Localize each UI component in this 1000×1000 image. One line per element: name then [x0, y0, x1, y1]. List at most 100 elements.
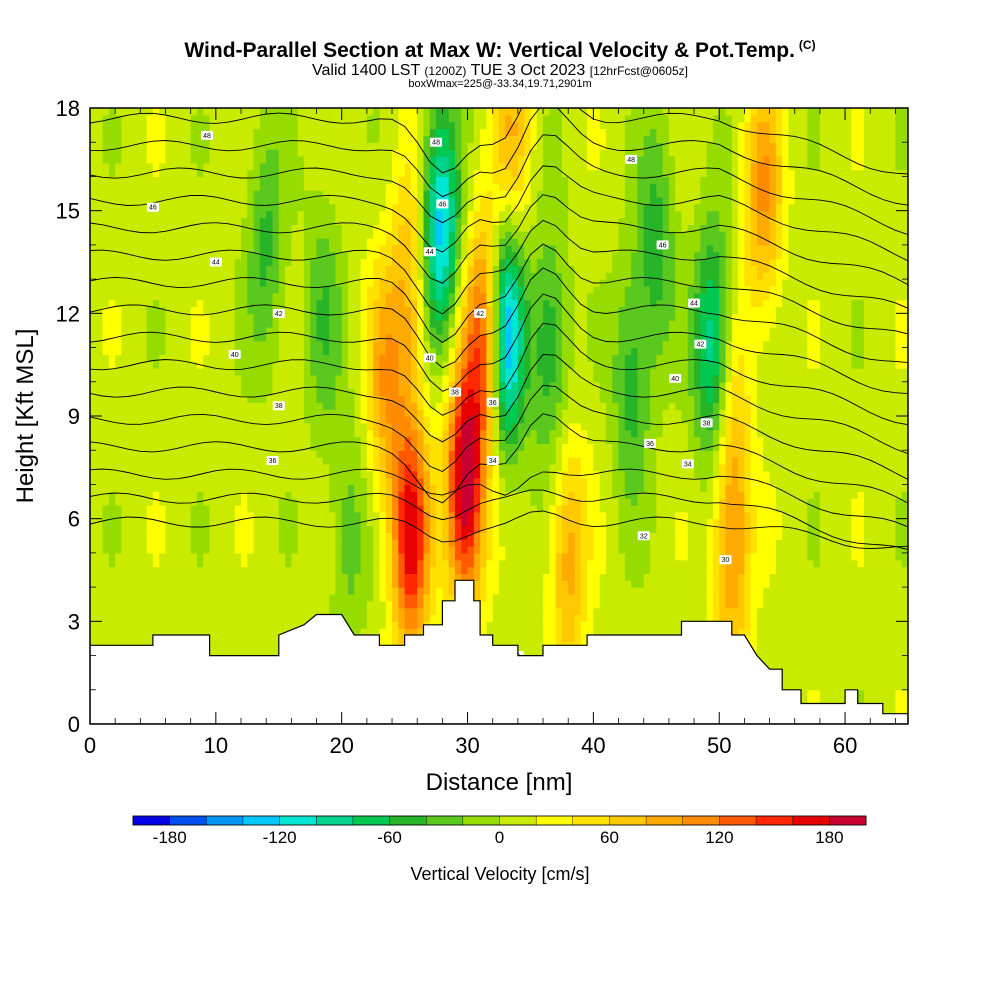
velocity-cell: [297, 484, 305, 492]
velocity-cell: [605, 552, 613, 561]
velocity-cell: [241, 600, 248, 609]
velocity-cell: [253, 600, 261, 609]
velocity-cell: [385, 504, 393, 513]
velocity-cell: [901, 607, 908, 616]
velocity-cell: [706, 573, 714, 581]
velocity-cell: [341, 614, 349, 622]
velocity-cell: [165, 621, 173, 629]
velocity-cell: [473, 580, 481, 588]
velocity-cell: [467, 539, 475, 547]
velocity-cell: [209, 498, 217, 506]
velocity-cell: [782, 491, 790, 499]
velocity-cell: [335, 463, 343, 472]
velocity-cell: [593, 587, 601, 595]
velocity-cell: [668, 593, 676, 602]
velocity-cell: [687, 573, 695, 581]
velocity-cell: [750, 580, 758, 588]
velocity-cell: [599, 532, 607, 540]
velocity-cell: [171, 511, 179, 520]
velocity-cell: [360, 532, 368, 540]
velocity-cell: [631, 566, 639, 575]
velocity-cell: [605, 628, 613, 636]
velocity-cell: [140, 573, 148, 581]
velocity-cell: [637, 621, 645, 629]
velocity-cell: [178, 552, 185, 561]
velocity-cell: [423, 491, 431, 499]
velocity-cell: [700, 573, 708, 581]
velocity-cell: [775, 525, 783, 533]
velocity-cell: [253, 566, 261, 575]
velocity-cell: [807, 621, 815, 629]
velocity-cell: [593, 552, 601, 561]
velocity-cell: [222, 470, 230, 479]
velocity-cell: [863, 587, 871, 595]
velocity-cell: [851, 621, 859, 629]
velocity-cell: [851, 593, 859, 602]
velocity-cell: [838, 635, 846, 643]
velocity-cell: [555, 566, 563, 575]
velocity-cell: [398, 546, 406, 554]
velocity-cell: [209, 573, 217, 581]
velocity-cell: [857, 607, 865, 616]
velocity-cell: [838, 676, 846, 684]
velocity-cell: [901, 484, 908, 492]
velocity-cell: [222, 539, 230, 547]
velocity-cell: [259, 525, 267, 533]
velocity-cell: [712, 580, 720, 588]
velocity-cell: [423, 587, 431, 595]
velocity-cell: [335, 504, 343, 513]
velocity-cell: [618, 621, 626, 629]
velocity-cell: [706, 504, 714, 513]
velocity-cell: [461, 518, 469, 527]
velocity-cell: [889, 470, 897, 479]
velocity-cell: [631, 621, 639, 629]
velocity-cell: [851, 470, 859, 479]
velocity-cell: [807, 518, 815, 527]
velocity-cell: [159, 600, 167, 609]
velocity-cell: [310, 573, 318, 581]
velocity-cell: [662, 559, 670, 568]
velocity-cell: [140, 607, 148, 616]
velocity-cell: [196, 546, 204, 554]
velocity-cell: [870, 580, 878, 588]
velocity-cell: [750, 641, 758, 650]
velocity-cell: [593, 504, 601, 513]
velocity-cell: [209, 477, 217, 486]
velocity-cell: [580, 635, 588, 643]
velocity-cell: [668, 470, 676, 479]
velocity-cell: [404, 621, 412, 629]
velocity-cell: [750, 587, 758, 595]
velocity-cell: [668, 532, 676, 540]
velocity-cell: [354, 552, 362, 561]
velocity-cell: [656, 546, 664, 554]
velocity-cell: [782, 573, 790, 581]
velocity-cell: [536, 593, 544, 602]
velocity-cell: [404, 484, 412, 492]
velocity-cell: [744, 491, 752, 499]
velocity-cell: [599, 566, 607, 575]
velocity-cell: [285, 532, 292, 540]
velocity-cell: [373, 628, 381, 636]
velocity-cell: [316, 463, 324, 472]
velocity-cell: [165, 559, 173, 568]
velocity-cell: [379, 621, 387, 629]
velocity-cell: [285, 607, 292, 616]
velocity-cell: [310, 566, 318, 575]
velocity-cell: [499, 600, 506, 609]
velocity-cell: [385, 600, 393, 609]
velocity-cell: [347, 566, 355, 575]
velocity-cell: [788, 504, 796, 513]
velocity-cell: [108, 593, 116, 602]
velocity-cell: [832, 470, 840, 479]
velocity-cell: [870, 689, 878, 698]
velocity-cell: [505, 518, 513, 527]
velocity-cell: [373, 504, 381, 513]
velocity-cell: [530, 635, 538, 643]
velocity-cell: [618, 614, 626, 622]
velocity-cell: [404, 470, 412, 479]
velocity-cell: [310, 511, 318, 520]
velocity-cell: [750, 614, 758, 622]
velocity-cell: [794, 518, 802, 527]
velocity-cell: [335, 491, 343, 499]
velocity-cell: [159, 539, 167, 547]
